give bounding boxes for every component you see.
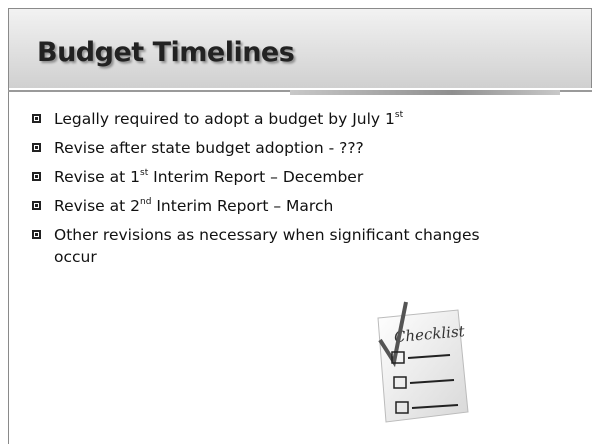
bullet: Revise at 1st Interim Report – December (30, 166, 500, 188)
bullet-text: Other revisions as necessary when signif… (54, 226, 480, 266)
bullet: Other revisions as necessary when signif… (30, 224, 500, 268)
bullet-list: Legally required to adopt a budget by Ju… (30, 108, 500, 275)
check-line (411, 404, 459, 409)
check-box (395, 401, 409, 414)
title-rule-accent (290, 90, 560, 95)
bullet-text: Legally required to adopt a budget by Ju… (54, 110, 395, 128)
bullet-text: Revise at 1 (54, 168, 140, 186)
bullet-text: Revise at 2 (54, 197, 140, 215)
check-box (393, 376, 407, 389)
bullet: Revise after state budget adoption - ??? (30, 137, 500, 159)
superscript: st (140, 168, 149, 178)
slide-title: Budget Timelines (37, 37, 295, 68)
bullet: Legally required to adopt a budget by Ju… (30, 108, 500, 130)
checklist-clipart: Checklist (377, 301, 469, 423)
bullet: Revise at 2nd Interim Report – March (30, 195, 500, 217)
check-mark (378, 301, 408, 368)
check-line (409, 379, 455, 384)
bullet-text: Interim Report – March (151, 197, 334, 215)
title-bar: Budget Timelines (8, 8, 592, 88)
superscript: nd (140, 197, 152, 207)
bullet-text: Interim Report – December (148, 168, 364, 186)
superscript: st (394, 110, 404, 120)
left-border (8, 88, 9, 444)
bullet-text: Revise after state budget adoption - ??? (54, 139, 364, 157)
check-box (391, 351, 405, 364)
check-line (407, 354, 451, 359)
